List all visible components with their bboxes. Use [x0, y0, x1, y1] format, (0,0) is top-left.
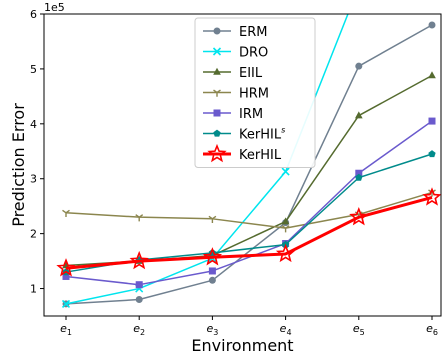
data-point — [135, 281, 143, 289]
legend-item: HRM — [203, 87, 269, 102]
legend-marker — [213, 129, 221, 137]
legend-item: ERM — [203, 25, 267, 40]
legend-box — [194, 17, 316, 168]
data-point — [355, 173, 363, 181]
legend-label: KerHILs — [239, 126, 285, 143]
x-tick-label: e3 — [206, 322, 218, 337]
data-point — [275, 243, 296, 263]
x-tick-label: e5 — [353, 322, 365, 337]
data-point — [208, 215, 217, 224]
y-axis-label: Prediction Error — [9, 103, 28, 227]
data-point — [355, 62, 363, 70]
data-point — [428, 71, 436, 79]
data-point — [62, 272, 70, 280]
data-point — [208, 267, 216, 275]
data-point — [61, 299, 71, 308]
x-tick-label: e4 — [280, 322, 292, 337]
data-point — [135, 296, 143, 304]
series-layer — [56, 14, 441, 308]
legend-marker — [213, 27, 221, 35]
data-point — [428, 117, 436, 125]
legend-label: HRM — [239, 87, 269, 102]
x-tick-label: e6 — [426, 322, 438, 337]
legend-label: IRM — [239, 107, 263, 122]
axes-layer: 1 2 3 4 5 6 e1 e2 e3 e4 e5 e6 — [30, 8, 438, 337]
series-line — [65, 24, 433, 305]
data-point — [349, 206, 369, 226]
y-tick-label: 6 — [30, 8, 37, 21]
legend-marker — [212, 47, 222, 56]
legend-label: ERM — [239, 25, 267, 40]
y-multiplier-label: 1e5 — [44, 1, 65, 14]
legend-label: KerHIL — [239, 148, 282, 163]
legend-item: KerHIL — [203, 143, 282, 163]
series-line — [65, 14, 349, 305]
y-tick-label: 5 — [30, 63, 37, 76]
legend-item: DRO — [203, 46, 268, 61]
x-axis-label: Environment — [191, 336, 293, 355]
y-tick-label: 3 — [30, 173, 37, 186]
data-point — [202, 247, 223, 266]
y-tick-label: 4 — [30, 118, 37, 131]
data-point — [281, 217, 290, 225]
data-point — [354, 111, 363, 119]
data-point — [135, 214, 144, 222]
legend-marker — [213, 109, 221, 117]
data-point — [62, 209, 70, 217]
x-tick-label: e2 — [133, 322, 145, 337]
series-line — [65, 195, 433, 270]
legend-marker — [207, 143, 227, 163]
legend-item: IRM — [203, 107, 263, 122]
legend: ERM DRO EIIL HRM IRM KerHILs KerHIL — [194, 17, 316, 168]
legend-item: EIIL — [203, 66, 263, 81]
series-line — [65, 120, 433, 286]
series-line — [65, 191, 433, 229]
legend-marker — [213, 67, 221, 75]
legend-label: EIIL — [239, 66, 263, 81]
y-tick-label: 1 — [30, 283, 37, 296]
data-point — [281, 167, 290, 176]
data-point — [129, 250, 149, 270]
y-tick-label: 2 — [30, 228, 37, 241]
x-tick-label: e1 — [60, 322, 72, 337]
legend-label: DRO — [239, 46, 268, 61]
data-point — [56, 258, 76, 277]
data-point — [62, 261, 70, 269]
legend-item: KerHILs — [203, 126, 285, 143]
data-point — [281, 225, 290, 233]
legend-marker — [213, 89, 221, 97]
data-point — [422, 187, 441, 206]
data-point — [428, 21, 436, 29]
data-point — [355, 169, 363, 177]
data-point — [208, 276, 216, 284]
plot-frame — [43, 13, 442, 317]
data-point — [428, 150, 436, 158]
series-kerhil — [56, 187, 441, 277]
